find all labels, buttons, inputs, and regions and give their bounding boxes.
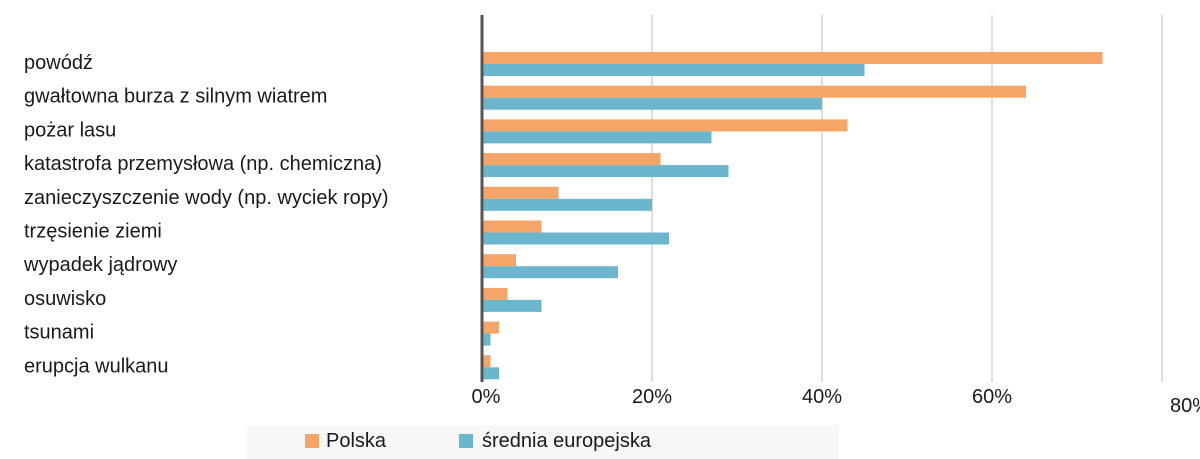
bar-polska-1: [482, 85, 1026, 98]
bar-srednia-europejska-9: [482, 367, 499, 380]
bar-srednia-europejska-8: [482, 333, 491, 346]
legend-label-srednia-europejska: średnia europejska: [482, 430, 652, 452]
bar-srednia-europejska-3: [482, 165, 729, 178]
x-tick-label: 80%: [1170, 395, 1200, 417]
category-label: powódź: [24, 52, 93, 74]
category-label: gwałtowna burza z silnym wiatrem: [24, 86, 327, 108]
bar-polska-9: [482, 355, 491, 368]
x-tick-label: 20%: [632, 386, 672, 408]
category-label: tsunami: [24, 322, 94, 344]
x-tick-label: 60%: [972, 386, 1012, 408]
category-labels: powódź gwałtowna burza z silnym wiatrem po…: [23, 52, 389, 377]
category-label: pożar lasu: [24, 119, 116, 141]
bar-srednia-europejska-1: [482, 97, 822, 110]
category-label: katastrofa przemysłowa (np. chemiczna): [24, 153, 382, 175]
legend-swatch-polska: [305, 434, 319, 448]
grid-lines: [651, 15, 1163, 382]
category-label: osuwisko: [24, 288, 106, 310]
bar-srednia-europejska-7: [482, 299, 542, 312]
x-tick-labels: 0% 20% 40% 60% 80%: [472, 386, 1200, 417]
bar-polska-2: [482, 119, 848, 132]
legend-swatch-srednia-europejska: [459, 434, 473, 448]
bar-srednia-europejska-2: [482, 131, 712, 144]
bar-polska-6: [482, 254, 516, 267]
legend-label-polska: Polska: [326, 430, 387, 452]
category-label: erupcja wulkanu: [24, 355, 169, 377]
legend: Polska średnia europejska: [305, 430, 652, 452]
x-tick-label: 40%: [802, 386, 842, 408]
x-tick-label: 0%: [472, 386, 501, 408]
bar-polska-8: [482, 321, 499, 334]
bar-polska-7: [482, 287, 508, 300]
bars: [482, 52, 1103, 380]
bar-srednia-europejska-6: [482, 266, 618, 279]
bar-srednia-europejska-4: [482, 198, 652, 211]
bar-srednia-europejska-5: [482, 232, 669, 245]
bar-srednia-europejska-0: [482, 64, 865, 76]
category-label: trzęsienie ziemi: [24, 221, 162, 243]
legend-background: [247, 425, 839, 459]
bar-polska-4: [482, 186, 559, 199]
bar-polska-3: [482, 153, 661, 166]
category-label: wypadek jądrowy: [23, 254, 177, 276]
bar-polska-0: [482, 52, 1103, 64]
category-label: zanieczyszczenie wody (np. wyciek ropy): [24, 187, 389, 209]
bar-polska-5: [482, 220, 542, 233]
